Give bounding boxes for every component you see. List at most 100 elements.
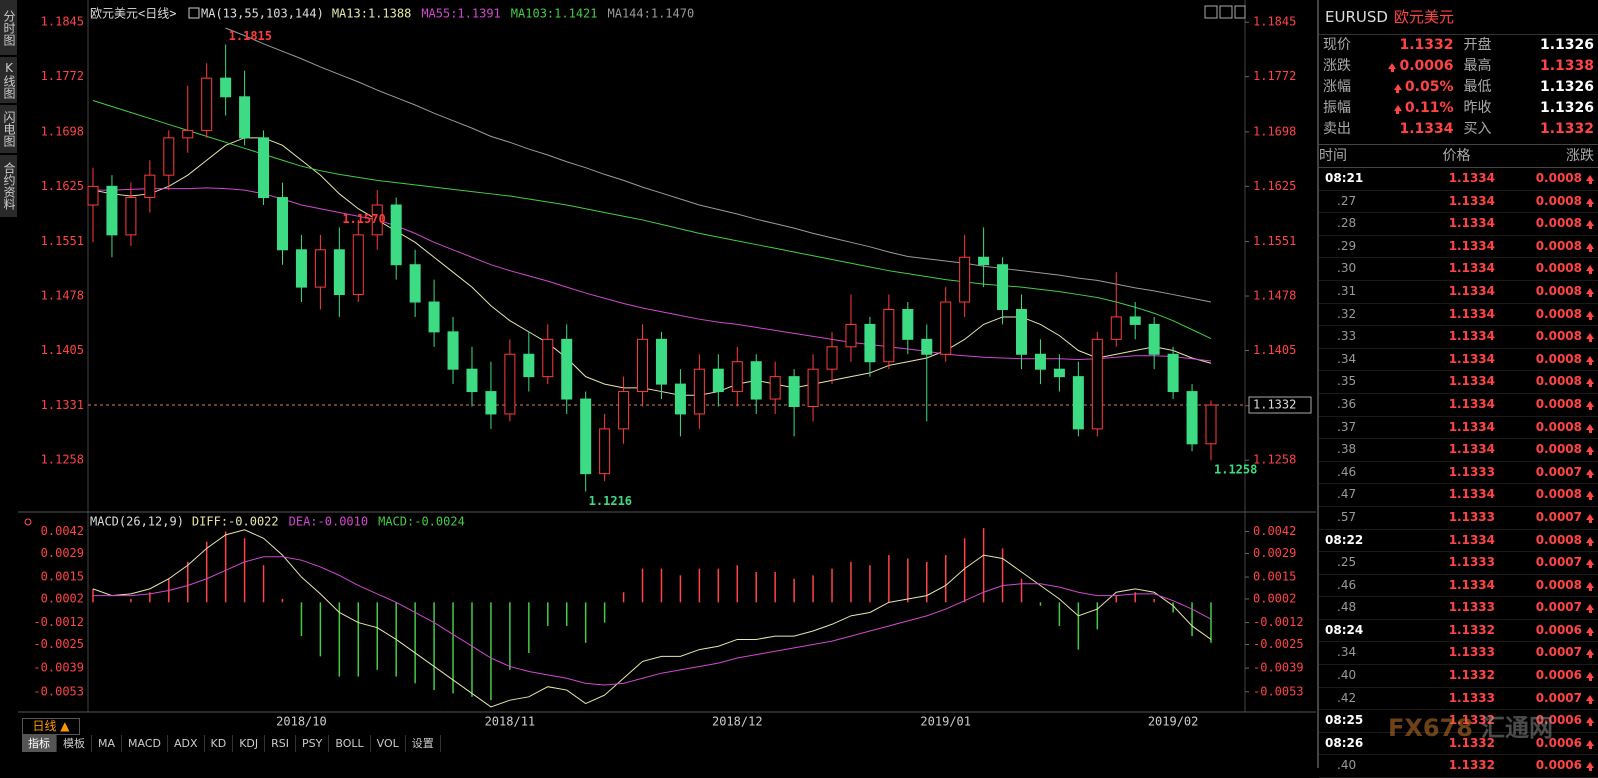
candle-body <box>1186 391 1198 445</box>
tick-change: 0.0008 <box>1495 326 1598 348</box>
tick-change-value: 0.0007 <box>1535 600 1582 615</box>
up-arrow <box>1586 491 1594 501</box>
macd-title: MACD(26,12,9) <box>90 515 184 529</box>
series-line <box>93 187 1212 362</box>
tab[interactable]: MA <box>92 735 123 752</box>
tab[interactable]: KD <box>205 735 234 752</box>
tick-change: 0.0008 <box>1495 281 1598 303</box>
y-tick-label: 1.1405 <box>41 343 84 357</box>
candle-body <box>769 376 781 400</box>
quote-label: 最低 <box>1463 79 1492 95</box>
y-tick-label: 0.0042 <box>1253 524 1296 538</box>
candle-body <box>1072 376 1084 430</box>
settings-icon[interactable] <box>24 518 32 526</box>
quote-value: 0.0006 <box>1357 56 1460 77</box>
period-selector[interactable]: 日线 ▲ <box>22 718 80 735</box>
tick-change: 0.0008 <box>1495 213 1598 235</box>
tab[interactable]: ADX <box>168 735 205 752</box>
up-arrow <box>1586 378 1594 388</box>
candle-body <box>807 368 819 407</box>
side-tab[interactable]: K线图 <box>0 57 17 104</box>
tick-row: .40 1.1332 0.0006 <box>1319 755 1598 778</box>
up-arrow <box>1586 287 1594 297</box>
extreme-label: 1.1815 <box>229 29 272 43</box>
tick-time: .34 <box>1337 645 1357 660</box>
candle-body <box>428 301 440 333</box>
tab[interactable]: MACD <box>122 735 168 752</box>
y-tick-label: 0.0015 <box>1253 570 1296 584</box>
tick-time: .36 <box>1337 396 1357 411</box>
icon-button[interactable] <box>1204 5 1218 19</box>
tick-time: .46 <box>1337 577 1357 592</box>
quote-label: 现价 <box>1323 37 1351 53</box>
tab[interactable]: 指标 <box>22 735 57 752</box>
candle-body <box>674 383 686 415</box>
up-arrow <box>1586 446 1594 456</box>
tab[interactable]: RSI <box>265 735 297 752</box>
symbol: EURUSD <box>1325 8 1388 26</box>
side-tab[interactable]: 分时图 <box>0 0 17 56</box>
icon-button[interactable] <box>1219 5 1233 19</box>
candle-body <box>940 301 952 355</box>
tab[interactable]: KDJ <box>233 735 266 752</box>
candle-body <box>693 368 705 415</box>
candle-body <box>466 368 478 393</box>
tick-row: 08:24 1.1332 0.0006 <box>1319 620 1598 643</box>
series-line <box>93 556 1212 686</box>
tick-change: 0.0006 <box>1495 755 1598 777</box>
side-tab[interactable]: 合约资料 <box>0 155 17 218</box>
quote-row: 现价 1.1332 开盘 1.1326 <box>1319 35 1598 56</box>
y-tick-label: 1.1258 <box>1253 453 1296 467</box>
quote-value-text: 0.05% <box>1404 79 1454 95</box>
icon-button[interactable] <box>1234 5 1246 19</box>
candle-body <box>1053 368 1065 378</box>
y-tick-label: 1.1698 <box>41 124 84 138</box>
tick-row: .46 1.1334 0.0008 <box>1319 575 1598 598</box>
candle-body <box>561 338 573 400</box>
tick-price: 1.1333 <box>1448 555 1495 570</box>
tick-change: 0.0006 <box>1495 710 1598 732</box>
series-line <box>92 100 1212 340</box>
up-arrow <box>1388 63 1397 72</box>
y-tick-label: 1.1625 <box>41 179 84 193</box>
candle-body <box>220 77 232 98</box>
candle-body <box>239 96 251 139</box>
tick-change: 0.0008 <box>1495 349 1598 371</box>
quote-label: 开盘 <box>1463 37 1492 53</box>
tick-price: 1.1334 <box>1448 351 1495 366</box>
tab[interactable]: BOLL <box>329 735 371 752</box>
tick-change-value: 0.0006 <box>1535 758 1582 773</box>
up-arrow <box>1586 649 1594 659</box>
tick-row: .32 1.1334 0.0008 <box>1319 304 1598 327</box>
tick-time: 08:24 <box>1325 622 1364 637</box>
tick-time: .37 <box>1337 419 1357 434</box>
up-arrow <box>1586 333 1594 343</box>
up-arrow <box>1586 197 1594 207</box>
tick-change: 0.0008 <box>1495 304 1598 326</box>
tick-change: 0.0008 <box>1495 258 1598 280</box>
tick-price: 1.1333 <box>1448 509 1495 524</box>
tab[interactable]: VOL <box>371 735 406 752</box>
y-tick-label: 0.0042 <box>41 524 84 538</box>
y-tick-label: 1.1845 <box>1253 15 1296 29</box>
tick-time: 08:25 <box>1325 713 1364 728</box>
tab[interactable]: PSY <box>296 735 330 752</box>
side-tab[interactable]: 闪电图 <box>0 105 17 154</box>
legend-entry: MA103:1.1421 <box>511 7 598 21</box>
tab[interactable]: 模板 <box>57 735 92 752</box>
tab[interactable]: 设置 <box>406 735 441 752</box>
up-arrow <box>1393 105 1402 114</box>
candle-body <box>144 174 156 199</box>
legend-entry: MA144:1.1470 <box>608 7 695 21</box>
quote-value: 1.1332 <box>1399 37 1454 53</box>
tick-change-value: 0.0008 <box>1535 532 1582 547</box>
tick-price: 1.1334 <box>1448 442 1495 457</box>
candle-body <box>409 264 421 303</box>
y-tick-label: -0.0012 <box>33 615 84 629</box>
y-tick-label: 0.0002 <box>41 591 84 605</box>
tick-row: .48 1.1333 0.0007 <box>1319 597 1598 620</box>
toolbar-icons[interactable] <box>1204 5 1246 19</box>
candle-body <box>788 376 800 407</box>
up-arrow <box>1586 468 1594 478</box>
candle-body <box>845 323 857 348</box>
